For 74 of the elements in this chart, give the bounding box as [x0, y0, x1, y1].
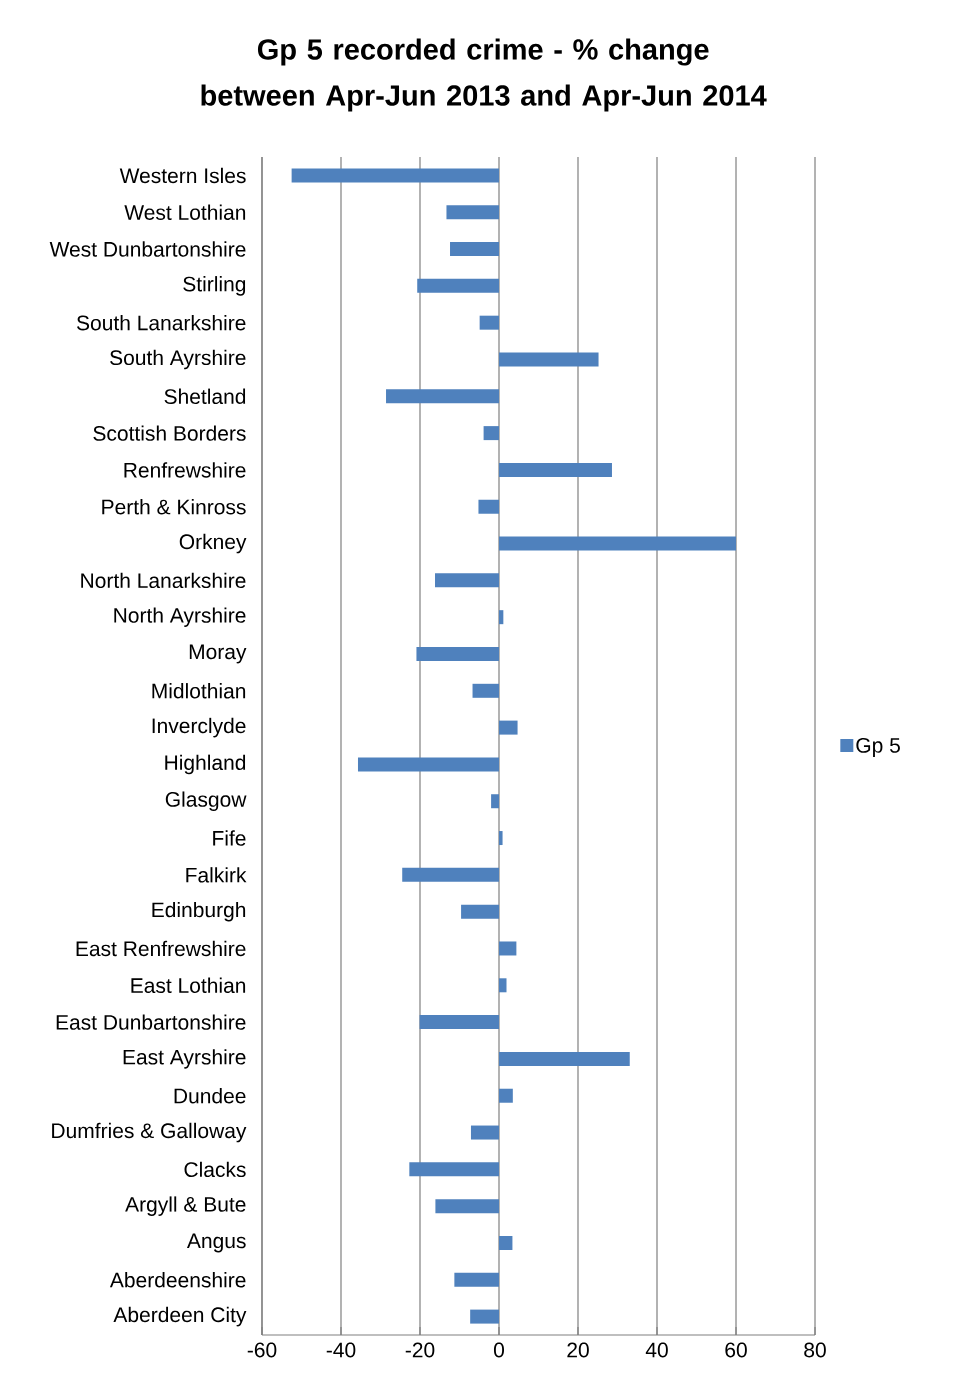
bar	[417, 278, 499, 293]
x-tick-label: -40	[326, 1342, 356, 1358]
legend-label: Gp 5	[856, 737, 900, 757]
y-tick-label: Perth & Kinross	[102, 499, 246, 515]
bar	[409, 1162, 499, 1177]
y-tick-label: South Lanarkshire	[76, 314, 246, 331]
bar	[499, 1051, 630, 1066]
y-tick-label: Shetland	[164, 388, 246, 405]
y-tick-label: East Lothian	[131, 977, 246, 993]
bar	[470, 1309, 499, 1324]
bar	[450, 242, 499, 257]
bar	[291, 168, 499, 183]
y-tick-label: Aberdeenshire	[109, 1272, 246, 1288]
y-tick-label: Dumfries & Galloway	[52, 1122, 247, 1143]
y-tick-label: Glasgow	[165, 791, 247, 812]
y-tick-label: Moray	[189, 644, 247, 664]
bar	[435, 573, 499, 588]
bar	[461, 904, 499, 919]
y-tick-label: Highland	[165, 754, 246, 775]
bar	[402, 867, 499, 882]
bar	[446, 205, 499, 220]
y-tick-label: Aberdeen City	[113, 1306, 247, 1327]
y-tick-label: Orkney	[179, 533, 247, 554]
y-tick-label: Renfrewshire	[124, 462, 246, 478]
bar	[479, 315, 499, 330]
y-tick-label: East Ayrshire	[123, 1049, 246, 1069]
x-tick-label: -60	[247, 1342, 277, 1358]
y-tick-label: North Ayrshire	[114, 607, 246, 627]
y-tick-label: Falkirk	[186, 867, 247, 883]
y-tick-label: Clacks	[184, 1161, 246, 1178]
bar	[499, 352, 599, 367]
bar	[386, 389, 499, 404]
y-tick-label: West Dunbartonshire	[49, 241, 246, 257]
y-tick-label: South Ayrshire	[110, 349, 246, 370]
bar	[499, 462, 612, 477]
bar	[478, 499, 499, 514]
bar	[499, 720, 518, 735]
y-tick-label: Angus	[186, 1233, 246, 1253]
bar	[416, 646, 499, 661]
y-tick-label: Edinburgh	[152, 901, 246, 922]
x-tick-label: 80	[804, 1342, 826, 1358]
y-tick-label: East Dunbartonshire	[56, 1014, 246, 1030]
x-tick-label: 20	[567, 1342, 589, 1358]
bar	[499, 1235, 513, 1250]
bar	[472, 683, 499, 698]
bar	[499, 610, 504, 625]
y-tick-label: Western Isles	[119, 167, 246, 184]
y-tick-label: North Lanarkshire	[81, 572, 246, 589]
y-tick-label: Scottish Borders	[93, 425, 246, 441]
y-tick-label: East Renfrewshire	[76, 940, 246, 957]
bar	[435, 1199, 499, 1214]
y-tick-label: Dundee	[174, 1088, 246, 1104]
bar	[357, 757, 499, 772]
bar	[470, 1125, 499, 1140]
bar	[491, 794, 499, 809]
bar	[419, 1015, 499, 1030]
chart-title: Gp 5 recorded crime - % change between Apr-Jun 2013 and Apr-Jun 2014	[201, 38, 767, 112]
bar	[499, 1088, 513, 1103]
bar	[454, 1272, 499, 1287]
bar	[499, 941, 517, 956]
x-tick-label: 0	[493, 1342, 505, 1358]
y-tick-label: Argyll & Bute	[125, 1196, 246, 1216]
x-tick-label: 40	[645, 1342, 668, 1358]
y-tick-label: Inverclyde	[152, 717, 246, 738]
y-tick-label: West Lothian	[124, 204, 246, 220]
x-tick-label: 60	[725, 1342, 747, 1358]
bar	[483, 426, 499, 441]
x-tick-label: -20	[405, 1342, 435, 1358]
y-tick-label: Midlothian	[152, 683, 246, 699]
bar	[499, 536, 736, 551]
y-tick-label: Stirling	[183, 276, 246, 296]
y-tick-label: Fife	[213, 830, 246, 846]
bar	[499, 831, 503, 846]
bar	[499, 978, 507, 993]
